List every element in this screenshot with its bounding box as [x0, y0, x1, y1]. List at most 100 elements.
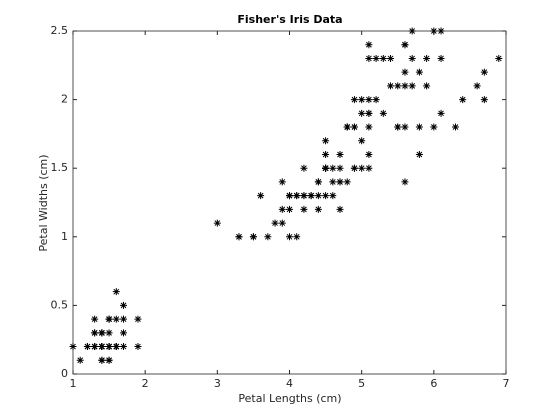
point [430, 27, 438, 35]
point [271, 219, 279, 227]
point [314, 192, 322, 200]
point [437, 54, 445, 62]
point [495, 54, 503, 62]
point [98, 343, 106, 351]
point [105, 315, 113, 323]
point [286, 192, 293, 200]
point [83, 343, 91, 351]
point [329, 192, 337, 200]
point [286, 205, 293, 213]
point [358, 164, 366, 172]
point [437, 27, 445, 35]
point [336, 164, 344, 172]
point [105, 343, 113, 351]
point [415, 150, 423, 158]
point [365, 164, 373, 172]
point [300, 164, 308, 172]
point [322, 164, 330, 172]
point [394, 123, 402, 131]
point [394, 82, 402, 90]
point [358, 137, 366, 145]
x-tick-label: 5 [358, 377, 365, 390]
point [91, 343, 99, 351]
point [336, 205, 344, 213]
point [336, 150, 344, 158]
x-tick-label: 3 [214, 377, 221, 390]
point [120, 301, 128, 309]
point [365, 41, 373, 49]
point [423, 54, 431, 62]
point [358, 109, 366, 117]
point [365, 96, 373, 104]
x-tick-label: 2 [142, 377, 149, 390]
point [401, 41, 409, 49]
point [480, 96, 488, 104]
point [401, 82, 409, 90]
point [408, 82, 416, 90]
point [278, 178, 286, 186]
point [408, 27, 416, 35]
point [336, 178, 344, 186]
point [120, 315, 128, 323]
point [120, 329, 128, 337]
point [134, 315, 142, 323]
point [98, 356, 106, 364]
point [264, 233, 272, 241]
point [372, 96, 380, 104]
point [401, 178, 409, 186]
point [350, 96, 358, 104]
y-tick-label: 1.5 [51, 161, 69, 174]
point [408, 54, 416, 62]
point [91, 329, 99, 337]
point [365, 150, 373, 158]
point [365, 123, 373, 131]
point [112, 288, 120, 296]
point [322, 137, 330, 145]
chart-title: Fisher's Iris Data [237, 13, 342, 26]
point [480, 68, 488, 76]
point [379, 54, 387, 62]
point [112, 343, 120, 351]
point [322, 150, 330, 158]
point [430, 123, 438, 131]
point [372, 54, 380, 62]
point [213, 219, 221, 227]
x-tick-label: 1 [70, 377, 77, 390]
point [437, 109, 445, 117]
point [286, 233, 293, 241]
point [278, 219, 286, 227]
point [415, 68, 423, 76]
point [365, 109, 373, 117]
point [459, 96, 467, 104]
point [379, 109, 387, 117]
point [387, 54, 395, 62]
point [278, 205, 286, 213]
x-tick-label: 6 [430, 377, 437, 390]
point [473, 82, 481, 90]
y-tick-label: 0.5 [51, 298, 69, 311]
point [329, 178, 337, 186]
y-axis-label: Petal Widths (cm) [37, 154, 50, 251]
point [401, 68, 409, 76]
point [350, 123, 358, 131]
point [69, 343, 77, 351]
point [365, 54, 373, 62]
point [91, 315, 99, 323]
point [293, 233, 301, 241]
point [300, 205, 308, 213]
point [350, 164, 358, 172]
y-tick-label: 0 [61, 367, 68, 380]
point [387, 82, 395, 90]
x-tick-label: 7 [503, 377, 510, 390]
y-tick-label: 1 [61, 230, 68, 243]
x-tick-label: 4 [286, 377, 293, 390]
point [343, 123, 351, 131]
point [322, 192, 330, 200]
x-axis-label: Petal Lengths (cm) [238, 392, 341, 405]
point [105, 356, 113, 364]
point [423, 82, 431, 90]
point [343, 178, 351, 186]
point [307, 192, 315, 200]
